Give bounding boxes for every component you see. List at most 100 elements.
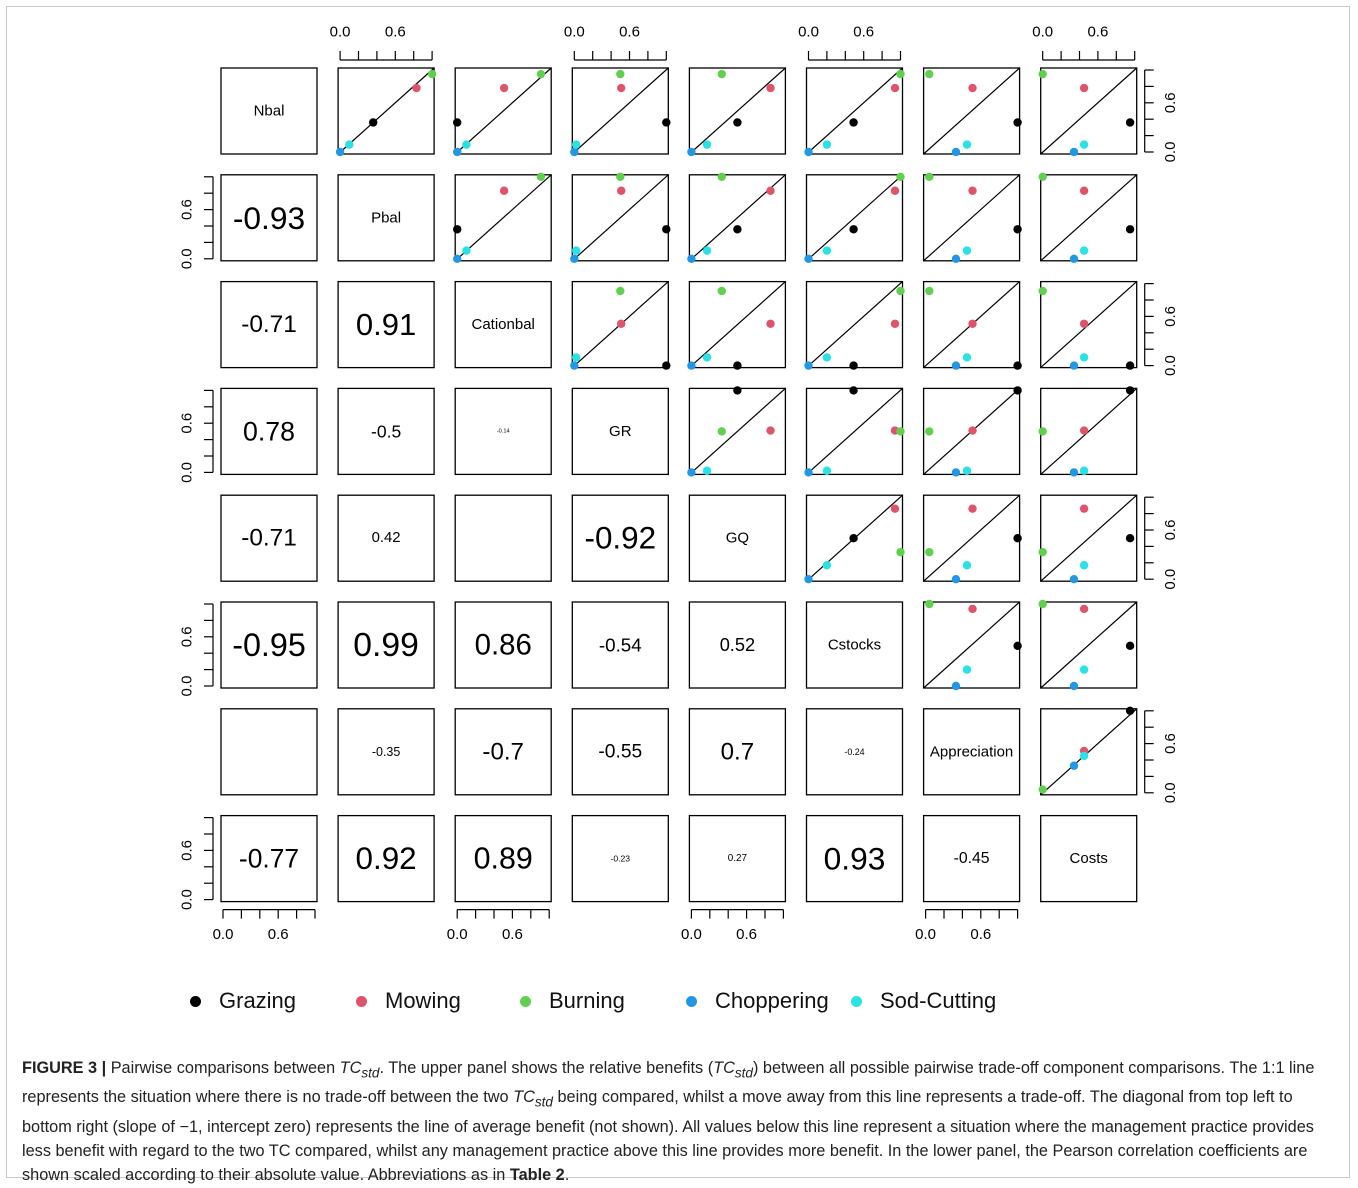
legend-item-burning: Burning (520, 986, 625, 1016)
x-tick-label: 0.0 (681, 926, 702, 943)
point-choppering (951, 147, 961, 157)
correlation-value: 0.86 (475, 629, 532, 662)
y-tick-label: 0.0 (1162, 355, 1179, 376)
correlation-value: -0.92 (585, 521, 657, 556)
point-burning (1038, 172, 1047, 181)
y-tick-label: 0.0 (179, 462, 196, 483)
caption-label: FIGURE 3 | (22, 1059, 107, 1077)
point-sod-cutting (822, 561, 832, 570)
y-tick-label: 0.6 (1162, 92, 1179, 113)
point-burning (536, 69, 546, 79)
point-grazing (662, 361, 671, 370)
point-choppering (453, 147, 462, 157)
point-sod-cutting (1079, 246, 1089, 255)
panel-box (337, 494, 435, 582)
point-sod-cutting (702, 140, 712, 149)
point-mowing (1079, 186, 1089, 195)
correlation-value: -0.71 (241, 525, 297, 552)
point-mowing (968, 83, 977, 93)
point-grazing (1013, 225, 1022, 234)
point-burning (925, 599, 934, 609)
point-choppering (804, 575, 813, 584)
point-burning (925, 547, 934, 557)
panel-box (337, 67, 435, 155)
x-tick-label: 0.6 (1087, 24, 1108, 41)
point-choppering (804, 361, 813, 370)
one-to-one-line (454, 67, 552, 155)
one-to-one-line (806, 387, 903, 475)
point-choppering (804, 254, 813, 263)
y-tick-label: 0.0 (1162, 569, 1179, 590)
panel-box (220, 67, 318, 155)
point-mowing (499, 186, 509, 195)
point-grazing (849, 225, 858, 234)
y-tick-label: 0.6 (179, 199, 196, 220)
panel-box (805, 708, 904, 796)
figure-frame (6, 6, 1350, 1178)
point-choppering (1069, 361, 1079, 370)
point-sod-cutting (822, 140, 832, 149)
panel-box (337, 387, 435, 476)
point-choppering (951, 361, 961, 370)
point-sod-cutting (822, 246, 832, 255)
panel-box (1040, 814, 1138, 903)
point-choppering (951, 468, 961, 477)
panel-box (688, 708, 787, 796)
correlation-value: 0.92 (356, 841, 417, 876)
point-grazing (849, 361, 858, 370)
one-to-one-line (1040, 494, 1138, 582)
point-grazing (1125, 534, 1135, 543)
correlation-value: 0.89 (474, 842, 533, 876)
variable-label-cstocks: Cstocks (828, 637, 881, 654)
one-to-one-line (806, 281, 903, 369)
legend-item-sod-cutting: Sod-Cutting (851, 986, 996, 1016)
point-grazing (733, 225, 742, 234)
panel-box (1040, 601, 1138, 689)
one-to-one-line (454, 174, 552, 262)
point-grazing (1125, 225, 1135, 234)
panel-box (922, 708, 1021, 796)
one-to-one-line (688, 387, 786, 475)
point-sod-cutting (962, 140, 972, 149)
point-sod-cutting (1079, 561, 1089, 570)
panel-box (805, 601, 904, 689)
point-burning (536, 172, 546, 181)
point-grazing (733, 386, 742, 395)
point-sod-cutting (962, 466, 972, 475)
variable-label-appreciation: Appreciation (930, 743, 1013, 760)
point-burning (925, 69, 934, 79)
panel-box (571, 280, 669, 369)
panel-box (454, 174, 552, 262)
point-grazing (369, 118, 378, 127)
legend: Grazing Mowing Burning Choppering Sod-Cuttin… (190, 986, 1090, 1016)
panel-box (1040, 67, 1138, 155)
point-grazing (662, 225, 671, 234)
correlation-value: 0.42 (372, 530, 401, 546)
panel-box (571, 814, 669, 903)
panel-box (922, 174, 1021, 262)
point-mowing (499, 83, 509, 93)
legend-item-choppering: Choppering (686, 986, 829, 1016)
panel-box (805, 67, 904, 155)
point-burning (925, 172, 934, 181)
variable-label-nbal: Nbal (254, 103, 285, 120)
point-grazing (1013, 118, 1022, 127)
point-mowing (617, 186, 626, 195)
point-grazing (1125, 386, 1135, 395)
point-sod-cutting (1079, 353, 1089, 362)
y-tick-label: 0.6 (1162, 733, 1179, 754)
point-grazing (733, 118, 742, 127)
one-to-one-line (337, 67, 435, 155)
y-tick-label: 0.0 (1162, 782, 1179, 803)
point-mowing (617, 319, 626, 328)
correlation-value: -0.23 (611, 854, 631, 864)
point-mowing (890, 504, 900, 513)
point-choppering (1069, 681, 1079, 691)
figure-caption: FIGURE 3 | Pairwise comparisons between … (22, 1056, 1342, 1188)
point-burning (896, 286, 905, 296)
variable-label-gr: GR (609, 423, 632, 440)
point-mowing (412, 83, 421, 93)
panel-box (1040, 708, 1138, 796)
point-choppering (1069, 147, 1079, 157)
point-choppering (453, 254, 462, 263)
